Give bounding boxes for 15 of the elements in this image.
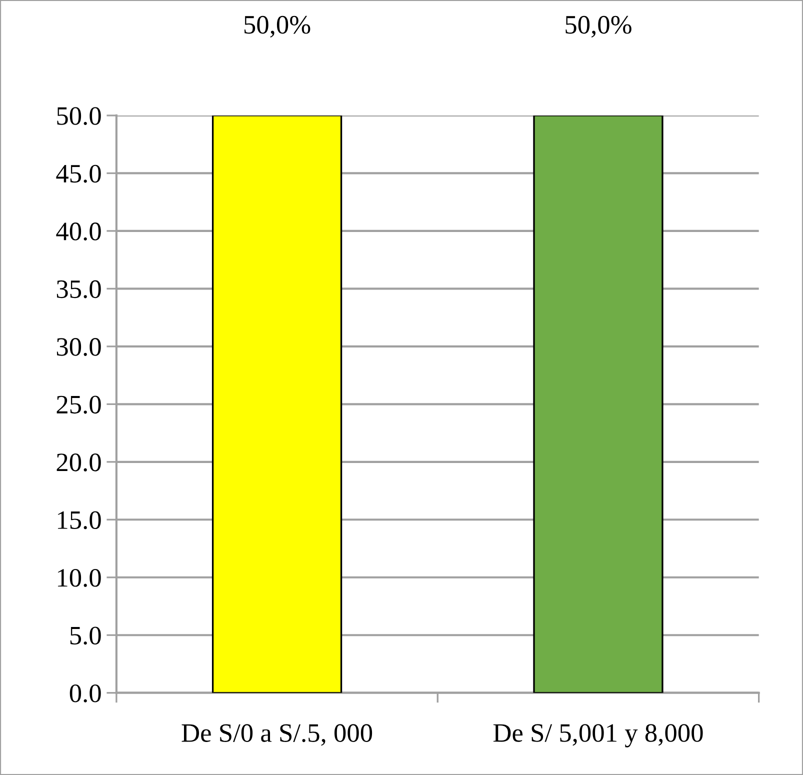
y-tick-label: 35.0 — [56, 280, 101, 298]
y-tick-label: 0.0 — [70, 684, 101, 702]
y-tick-label: 45.0 — [56, 164, 101, 183]
y-tick-label: 25.0 — [56, 396, 101, 414]
x-tick-label: De S/ 5,001 y 8,000 — [493, 724, 703, 748]
y-tick-label: 15.0 — [58, 511, 101, 530]
y-tick-label: 5.0 — [70, 626, 101, 645]
data-label: 50,0% — [566, 16, 632, 38]
y-tick-label: 10.0 — [58, 568, 101, 587]
x-tick-label: De S/0 a S/.5, 000 — [182, 724, 372, 746]
y-tick-label: 20.0 — [56, 454, 101, 472]
y-tick-label: 50.0 — [57, 107, 101, 126]
y-tick-label: 30.0 — [56, 338, 101, 356]
y-tick-label: 40.0 — [56, 222, 101, 240]
data-label: 50,0% — [244, 16, 310, 38]
